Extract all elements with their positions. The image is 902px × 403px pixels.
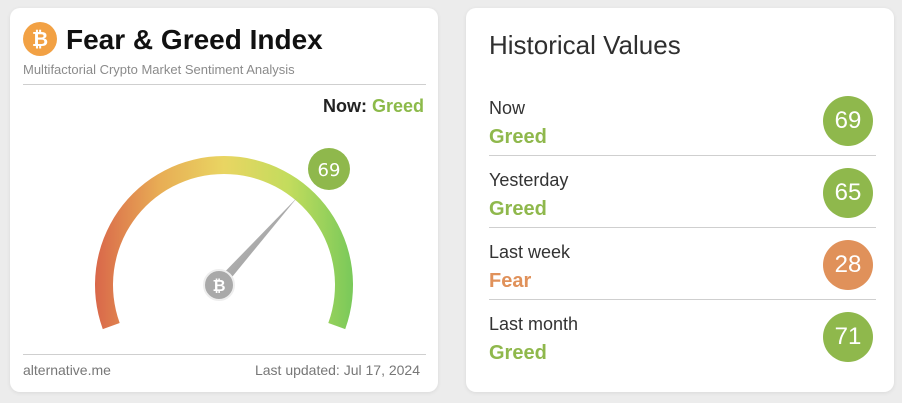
history-row-last-week: Last week Fear 28 xyxy=(489,228,876,300)
history-value-badge: 65 xyxy=(823,168,873,218)
history-row-last-month: Last month Greed 71 xyxy=(489,300,873,372)
history-period: Now xyxy=(489,98,526,118)
svg-text:₿: ₿ xyxy=(32,27,48,51)
history-row-now: Now Greed 69 xyxy=(489,84,876,156)
now-classification: Greed xyxy=(371,96,424,116)
history-classification: Greed xyxy=(489,342,547,364)
history-period: Yesterday xyxy=(489,170,569,190)
divider xyxy=(489,227,876,228)
historical-values-card: Historical Values Now Greed 69 Yesterday… xyxy=(466,8,894,392)
historical-title: Historical Values xyxy=(489,30,681,60)
history-classification: Greed xyxy=(489,126,547,148)
history-value-badge: 71 xyxy=(823,312,873,362)
sentiment-gauge: ₿ 69 xyxy=(94,148,353,330)
source-link[interactable]: alternative.me xyxy=(23,362,111,378)
subtitle: Multifactorial Crypto Market Sentiment A… xyxy=(23,62,295,77)
page-title: Fear & Greed Index xyxy=(66,24,323,55)
divider xyxy=(23,354,426,355)
now-status: Now: Greed xyxy=(323,96,424,117)
last-updated: Last updated: Jul 17, 2024 xyxy=(254,362,420,378)
history-value-badge: 69 xyxy=(823,96,873,146)
gauge-needle xyxy=(215,197,298,289)
value-badge: 69 xyxy=(308,148,350,190)
history-classification: Fear xyxy=(489,270,532,292)
fear-greed-card: ₿ Fear & Greed Index Multifactorial Cryp… xyxy=(10,8,438,392)
divider xyxy=(489,155,876,156)
history-row-yesterday: Yesterday Greed 65 xyxy=(489,156,876,228)
bitcoin-icon: ₿ xyxy=(23,22,57,56)
value-badge-text: 69 xyxy=(318,160,341,181)
bitcoin-icon: ₿ xyxy=(212,276,225,295)
history-period: Last week xyxy=(489,242,571,262)
divider xyxy=(23,84,426,85)
history-value-badge: 28 xyxy=(823,240,873,290)
gauge-hub: ₿ xyxy=(203,269,235,301)
history-period: Last month xyxy=(489,314,579,334)
now-label: Now: xyxy=(322,96,367,116)
divider xyxy=(489,299,876,300)
history-classification: Greed xyxy=(489,198,547,220)
